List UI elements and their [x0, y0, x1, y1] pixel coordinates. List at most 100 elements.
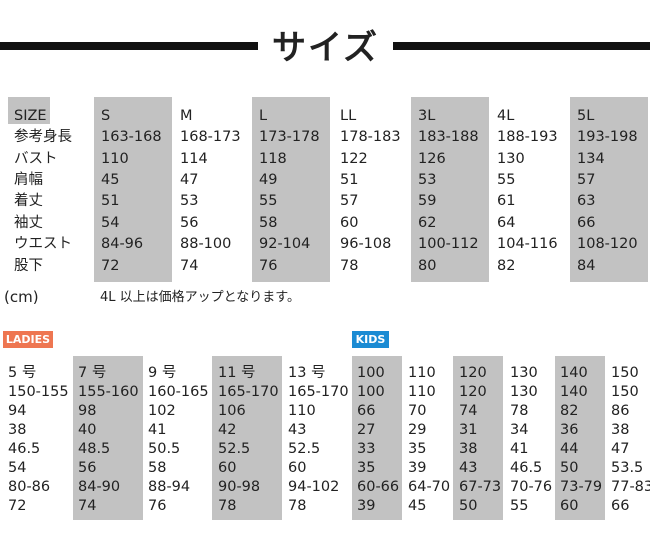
size-name: 5L [577, 108, 595, 124]
size-name: LL [340, 108, 357, 124]
size-value: 140 [560, 384, 588, 400]
size-value: 61 [497, 193, 516, 209]
size-value: 150 [611, 384, 639, 400]
size-value: 58 [259, 215, 278, 231]
size-value: 50.5 [148, 441, 181, 457]
size-value: 63 [577, 193, 596, 209]
size-value: 47 [611, 441, 630, 457]
size-value: 51 [101, 193, 120, 209]
size-value: 94-102 [288, 479, 340, 495]
size-name: S [101, 108, 111, 124]
size-value: 84-96 [101, 236, 144, 252]
size-value: 163-168 [101, 129, 162, 145]
size-value: 42 [218, 422, 237, 438]
size-value: 49 [259, 172, 278, 188]
size-value: 54 [8, 460, 27, 476]
size-name: L [259, 108, 268, 124]
size-name: M [180, 108, 193, 124]
size-value: 70-76 [510, 479, 553, 495]
size-value: 34 [510, 422, 529, 438]
size-value: 104-116 [497, 236, 558, 252]
size-value: 183-188 [418, 129, 479, 145]
size-value: 29 [408, 422, 427, 438]
size-value: 126 [418, 151, 446, 167]
size-value: 67-73 [459, 479, 502, 495]
price-note: 4L 以上は価格アップとなります。 [100, 290, 300, 305]
size-header-shade [8, 97, 50, 124]
size-value: 77-83 [611, 479, 650, 495]
size-value: 35 [408, 441, 427, 457]
size-value: 84 [577, 258, 596, 274]
size-value: 78 [288, 498, 307, 514]
size-name: 9 号 [148, 365, 177, 381]
size-value: 53.5 [611, 460, 644, 476]
size-value: 92-104 [259, 236, 311, 252]
column-shade [411, 97, 489, 282]
size-value: 43 [459, 460, 478, 476]
size-value: 56 [78, 460, 97, 476]
size-value: 55 [259, 193, 278, 209]
row-label: 股下 [14, 258, 43, 274]
size-value: 82 [497, 258, 516, 274]
size-value: 165-170 [218, 384, 279, 400]
size-value: 78 [218, 498, 237, 514]
size-value: 130 [510, 384, 538, 400]
size-value: 173-178 [259, 129, 320, 145]
size-value: 120 [459, 384, 487, 400]
size-value: 40 [78, 422, 97, 438]
column-shade [252, 97, 330, 282]
size-value: 38 [459, 441, 478, 457]
size-value: 55 [510, 498, 529, 514]
size-value: 88-94 [148, 479, 191, 495]
size-value: 51 [340, 172, 359, 188]
size-value: 110 [101, 151, 129, 167]
title-bar-right [393, 42, 650, 50]
ladies-badge: LADIES [3, 331, 53, 348]
size-value: 52.5 [288, 441, 321, 457]
size-name: 140 [560, 365, 588, 381]
size-value: 76 [148, 498, 167, 514]
size-value: 52.5 [218, 441, 251, 457]
size-value: 55 [497, 172, 516, 188]
size-value: 80-86 [8, 479, 51, 495]
column-shade [555, 356, 605, 520]
size-value: 70 [408, 403, 427, 419]
size-name: 110 [408, 365, 436, 381]
size-value: 160-165 [148, 384, 209, 400]
row-label: 袖丈 [14, 215, 43, 231]
size-value: 31 [459, 422, 478, 438]
size-value: 84-90 [78, 479, 121, 495]
size-value: 35 [357, 460, 376, 476]
column-shade [212, 356, 282, 520]
size-name: 120 [459, 365, 487, 381]
column-shade [73, 356, 143, 520]
size-value: 74 [459, 403, 478, 419]
size-value: 78 [340, 258, 359, 274]
size-value: 66 [357, 403, 376, 419]
size-value: 114 [180, 151, 208, 167]
size-value: 108-120 [577, 236, 638, 252]
size-value: 43 [288, 422, 307, 438]
size-value: 102 [148, 403, 176, 419]
size-value: 168-173 [180, 129, 241, 145]
size-value: 45 [408, 498, 427, 514]
size-value: 193-198 [577, 129, 638, 145]
size-value: 54 [101, 215, 120, 231]
size-value: 72 [8, 498, 27, 514]
size-value: 188-193 [497, 129, 558, 145]
size-value: 155-160 [78, 384, 139, 400]
size-value: 150-155 [8, 384, 69, 400]
size-name: 3L [418, 108, 436, 124]
size-value: 44 [560, 441, 579, 457]
size-value: 41 [148, 422, 167, 438]
page-title: サイズ [272, 28, 379, 68]
size-value: 86 [611, 403, 630, 419]
size-name: 130 [510, 365, 538, 381]
size-name: 5 号 [8, 365, 37, 381]
size-name: 4L [497, 108, 515, 124]
size-value: 57 [577, 172, 596, 188]
size-value: 72 [101, 258, 120, 274]
size-value: 78 [510, 403, 529, 419]
row-label: 肩幅 [14, 172, 43, 188]
